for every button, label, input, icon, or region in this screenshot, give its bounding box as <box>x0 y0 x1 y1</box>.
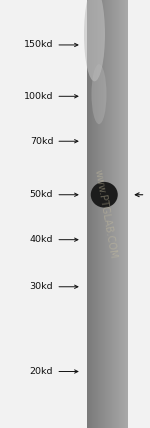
Text: 100kd: 100kd <box>24 92 53 101</box>
Text: 70kd: 70kd <box>30 137 53 146</box>
Ellipse shape <box>92 64 106 124</box>
Ellipse shape <box>84 0 105 81</box>
Bar <box>87 0 128 428</box>
Text: 20kd: 20kd <box>30 367 53 376</box>
Text: 40kd: 40kd <box>30 235 53 244</box>
Ellipse shape <box>91 182 118 208</box>
Text: 150kd: 150kd <box>24 40 53 50</box>
Text: 50kd: 50kd <box>30 190 53 199</box>
Text: 30kd: 30kd <box>30 282 53 291</box>
Text: www.PTGLAB.COM: www.PTGLAB.COM <box>92 169 118 259</box>
